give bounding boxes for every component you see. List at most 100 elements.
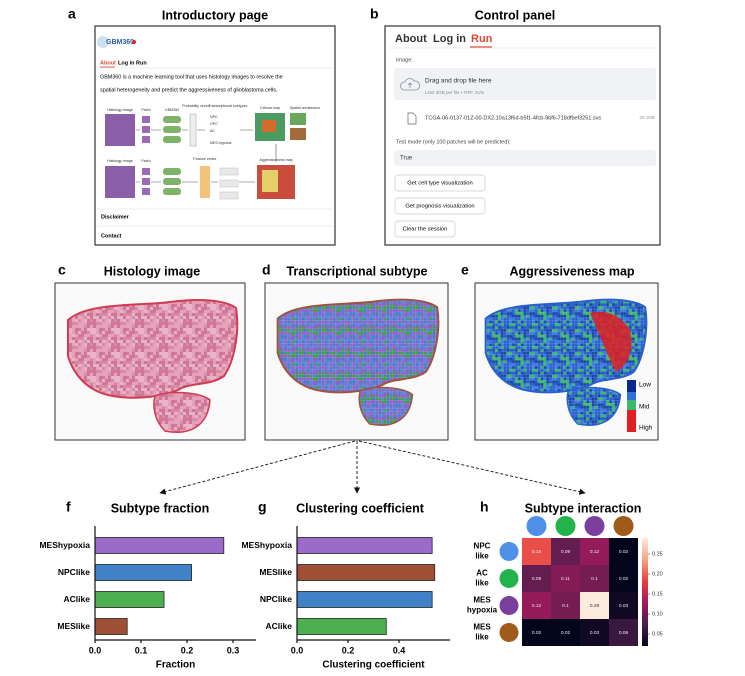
row-marker [499,596,519,615]
row-label: like [475,633,489,642]
panel-title: Aggressiveness map [509,264,634,278]
diagram-label: NPC [210,115,218,119]
tissue [67,299,239,433]
cell-label: 0.1 [562,603,569,609]
cell-label: 0.06 [619,630,629,636]
heatmap-cell [609,538,638,565]
panel-label: c [58,262,66,278]
cell-label: 0.12 [532,603,542,609]
diagram-label: Cellular map [260,106,280,110]
workflow-diagram: Histology image Patch GBM360 Probability… [105,104,321,200]
panel-title: Control panel [475,8,556,22]
bar [94,537,225,554]
nav-item: Run [136,60,147,66]
patch [142,168,150,175]
model [163,168,181,175]
panel-label: e [461,262,469,278]
cellular-map-region [262,120,276,132]
heatmap-cell [580,565,609,592]
bar [296,618,387,635]
panel-title: Transcriptional subtype [286,264,427,278]
row-label: like [475,552,489,561]
cell-label: 0.12 [590,549,600,555]
feature-vector [200,166,210,198]
x-axis-label: Fraction [156,660,195,671]
diagram-label: AC [210,129,215,133]
description: GBM360 is a machine learning tool that u… [100,74,283,80]
panel-label: b [370,6,379,22]
chart-title: Subtype fraction [111,501,210,515]
legend-swatch [627,400,636,410]
panel-label: f [66,499,71,515]
model [163,126,181,133]
logo-icon [97,36,109,48]
diagram-label: Histology image [107,108,133,112]
colorbar-tick-label: 0.20 [652,571,663,577]
cell-label: 0.29 [590,603,600,609]
panel-title: Introductory page [162,8,268,22]
model [163,136,181,143]
patch [142,136,150,143]
diagram-label: Aggressiveness map [259,158,292,162]
section: Disclaimer [101,214,130,220]
dropzone[interactable] [394,68,656,100]
cell-label: 0.11 [561,576,570,582]
cell-label: 0.09 [561,549,571,555]
nav-item: About [395,33,427,45]
category-label: AClike [64,594,91,604]
x-tick-label: 0.4 [393,645,406,655]
heatmap-cell [551,565,580,592]
spatial-map [290,128,306,140]
row-label: MES [473,596,491,605]
connector-arrows [159,440,586,495]
field-label: Test mode (only 100 patches will be pred… [396,139,511,145]
x-tick-label: 0.3 [227,645,240,655]
bar [94,564,192,581]
diagram-label: Patch [141,159,150,163]
legend-swatch [627,380,636,392]
row-marker [499,623,519,642]
column-marker [613,516,634,536]
x-tick-label: 0.2 [181,645,194,655]
category-label: NPClike [260,594,292,604]
panel-title: Histology image [104,264,201,278]
tissue [276,298,440,426]
upload-icon [400,78,421,91]
file-name: TCGA-06-0137-01Z-00-DX2.10a13f6d-b5f1-4f… [425,115,601,121]
x-axis-label: Clustering coefficient [322,660,425,671]
select[interactable] [394,150,656,166]
category-label: AClike [266,621,293,631]
tissue-section [566,386,622,426]
score [219,179,239,188]
slide [105,166,135,198]
chart-title: Subtype interaction [525,501,642,515]
heatmap-cell [551,538,580,565]
diagram-label: Transcriptional subtypes [209,104,248,108]
heatmap-cell [609,592,638,619]
button[interactable] [394,197,486,215]
arrow [159,440,356,495]
legend-label: Low [639,382,651,389]
category-label: NPClike [58,567,90,577]
heatmap-cell [522,538,551,565]
diagram-label: Probability vector [182,104,210,108]
bar [94,618,128,635]
diagram-label: Spatial architecture [290,106,321,110]
patch [142,126,150,133]
category-label: MEShypoxia [39,540,90,550]
colorbar [642,538,648,646]
score [219,191,239,200]
button[interactable] [394,220,456,238]
select-value: True [400,156,413,162]
x-tick-label: 0.0 [89,645,102,655]
logo: GBM360 [106,39,134,46]
diagram-label: MES-hypoxia [210,141,231,145]
panel-label: a [68,6,76,22]
cell-label: 0.02 [532,630,542,636]
button[interactable] [394,174,486,192]
bar [94,591,165,608]
heatmap-cell [609,565,638,592]
arrow [358,440,586,495]
field-label: Image: [396,57,413,63]
bar [296,591,433,608]
